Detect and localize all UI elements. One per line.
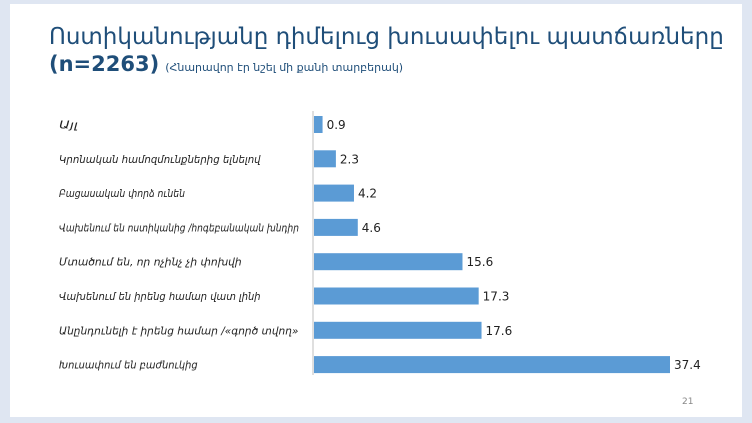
- bar-6: [314, 287, 479, 305]
- bar-7: [314, 321, 482, 339]
- bar-2: [314, 150, 336, 168]
- value-label-8: 37.4: [674, 358, 701, 372]
- value-label-7: 17.6: [486, 324, 513, 338]
- title-subline: (n=2263) (Հնարավոր էր նշել մի քանի տարբեր…: [49, 52, 729, 76]
- multiple-choice-note: (Հնարավոր էր նշել մի քանի տարբերակ): [165, 61, 404, 74]
- category-labels-group: Այլ Կրոնական համոզմունքներից ելնելով Բացաս…: [59, 120, 299, 372]
- slide-title: Ոստիկանությանը դիմելուց խուսափելու պատճա…: [49, 24, 724, 50]
- page-number: 21: [682, 397, 694, 407]
- slide: [10, 4, 742, 417]
- bars-group: [314, 116, 670, 374]
- category-label-4: Վախենում են ոստիկանից /հոգեբանական խնդիր: [59, 222, 299, 234]
- value-label-5: 15.6: [466, 255, 493, 269]
- category-label-7: Անընդունելի է իրենց համար /«գործ տվող»: [59, 325, 298, 337]
- value-label-3: 4.2: [358, 187, 377, 201]
- bar-8: [314, 356, 670, 374]
- bar-5: [314, 253, 463, 271]
- category-label-5: Մտածում են, որ ոչինչ չի փոխվի: [59, 257, 242, 269]
- bar-1: [314, 116, 323, 133]
- value-label-4: 4.6: [362, 221, 381, 235]
- value-label-2: 2.3: [340, 152, 359, 166]
- category-label-8: Խուսափում են բաժնուկից: [59, 360, 198, 372]
- sample-size: (n=2263): [49, 52, 160, 76]
- value-label-6: 17.3: [483, 290, 510, 304]
- value-label-1: 0.9: [327, 118, 346, 132]
- bar-4: [314, 218, 358, 236]
- value-labels-group: 0.9 2.3 4.2 4.6 15.6 17.3 17.6 37.4: [327, 118, 701, 372]
- category-label-2: Կրոնական համոզմունքներից ելնելով: [59, 154, 261, 166]
- bar-3: [314, 184, 354, 202]
- category-label-6: Վախենում են իրենց համար վատ լինի: [59, 291, 261, 303]
- category-label-3: Բացասական փորձ ունեն: [59, 188, 185, 200]
- category-label-1: Այլ: [59, 120, 78, 132]
